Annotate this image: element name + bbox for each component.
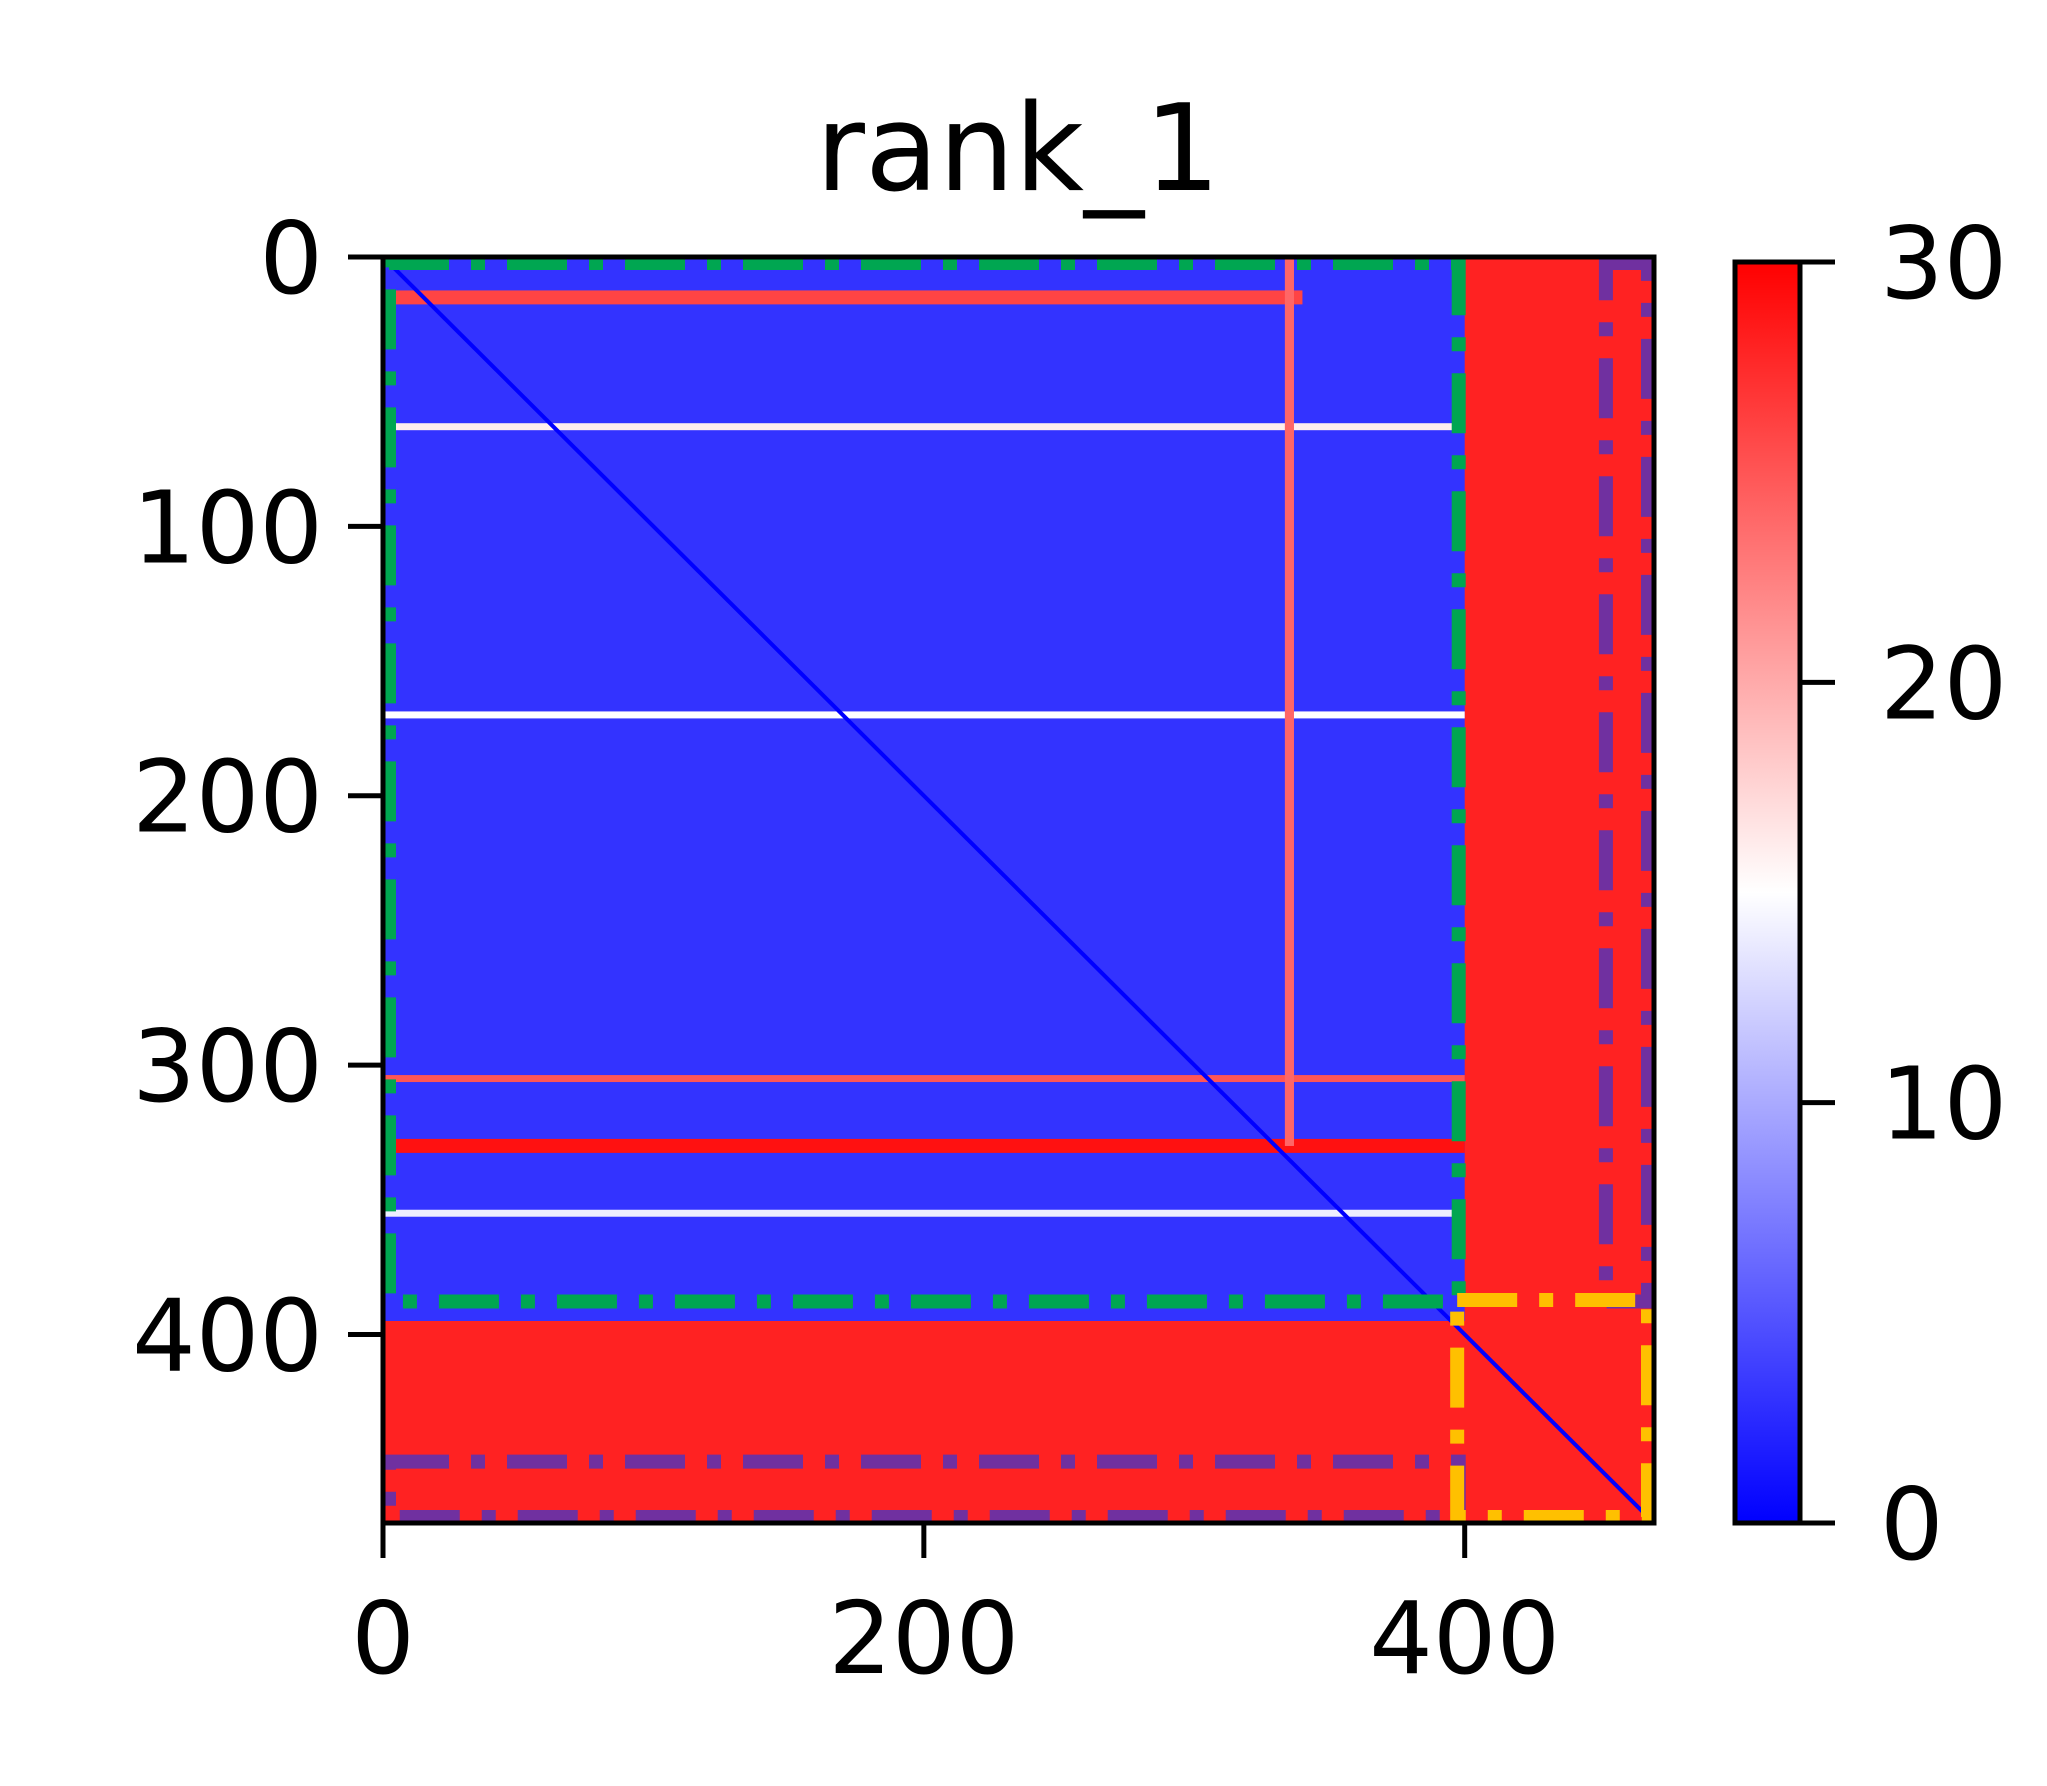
y-tick-label-3: 300 <box>132 1008 323 1125</box>
heatmap-stripe-0 <box>383 290 1303 305</box>
heatmap-stripe-5 <box>383 1209 1465 1217</box>
colorbar-tick-label-1: 10 <box>1880 1046 2007 1163</box>
chart-title: rank_1 <box>816 80 1221 219</box>
heatmap-stripe-4 <box>383 1138 1465 1153</box>
heatmap-band-bottom <box>383 1320 1654 1523</box>
heatmap-stripe-3 <box>383 1075 1465 1083</box>
y-tick-label-2: 200 <box>132 739 323 856</box>
heatmap-band-right <box>1464 257 1654 1523</box>
heatmap-cells <box>383 257 1654 1523</box>
y-axis: 0 100 200 300 400 <box>132 200 383 1394</box>
region-green <box>382 256 1466 1309</box>
region-orange <box>1450 1293 1656 1525</box>
y-tick-label-0: 0 <box>259 200 323 317</box>
heatmap-stripe-1 <box>383 423 1465 431</box>
colorbar-tick-label-3: 30 <box>1880 205 2007 322</box>
heatmap-diagonal <box>383 257 1654 1523</box>
x-tick-label-2: 400 <box>1369 1580 1560 1697</box>
plot-frame <box>380 254 1657 1526</box>
heatmap-stripe-v-6-dup <box>1284 257 1294 1146</box>
y-tick-label-4: 400 <box>132 1277 323 1394</box>
colorbar-tick-label-0: 0 <box>1880 1466 1944 1583</box>
x-axis: 0 200 400 <box>351 1523 1560 1697</box>
colorbar-axis: 0 10 20 30 <box>1800 205 2007 1583</box>
y-tick-label-1: 100 <box>132 469 323 586</box>
x-tick-label-0: 0 <box>351 1580 415 1697</box>
colorbar-tick-label-2: 20 <box>1880 625 2007 742</box>
colorbar <box>1732 259 1803 1526</box>
x-tick-label-1: 200 <box>828 1580 1019 1697</box>
highlight-regions <box>382 256 1656 1525</box>
heatmap-stripe-2 <box>383 711 1465 719</box>
